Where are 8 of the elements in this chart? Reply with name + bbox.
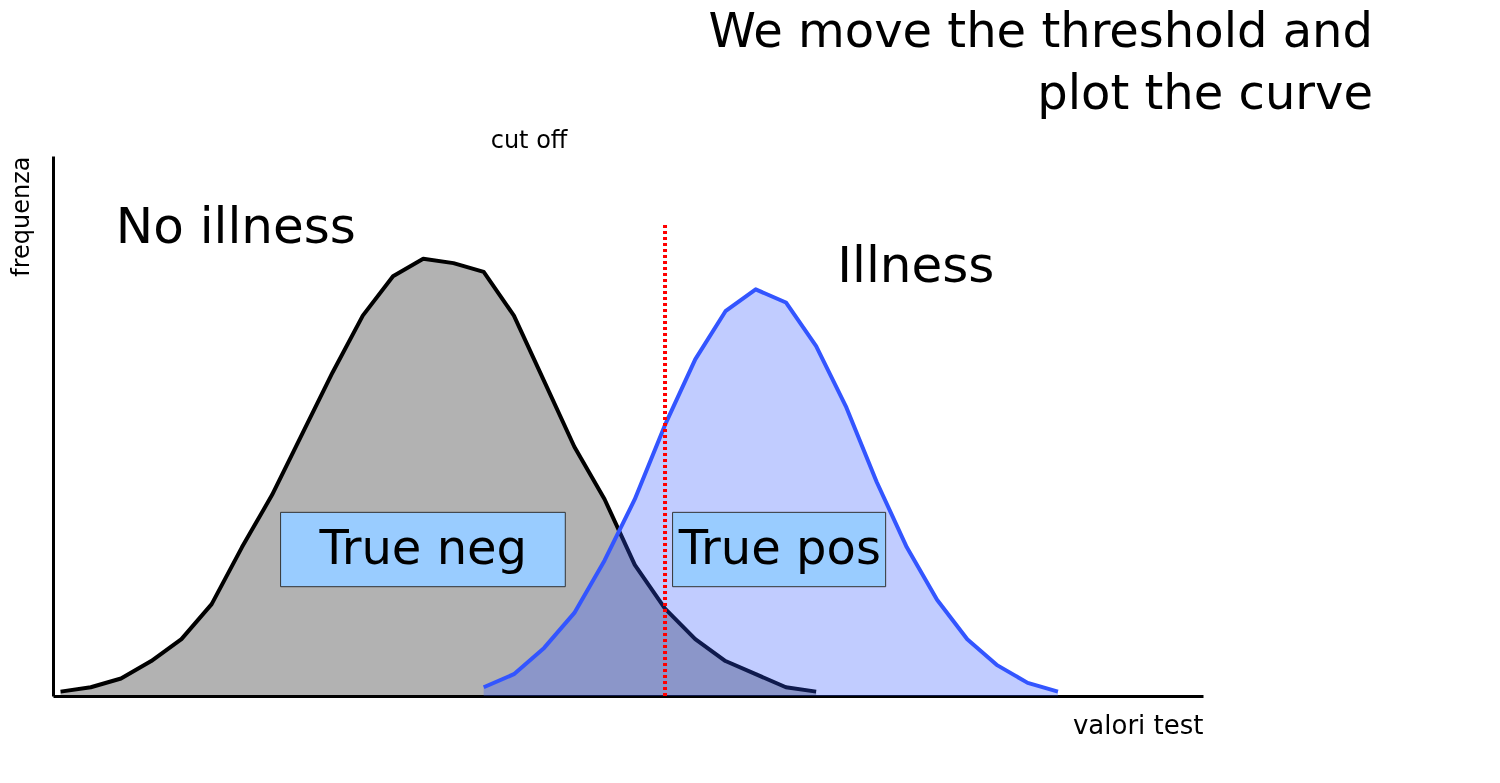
chart-title: We move the threshold and plot the curve bbox=[708, 1, 1373, 120]
annotation: True pos bbox=[677, 518, 881, 575]
annotation: True neg bbox=[318, 518, 528, 575]
x-axis-title: valori test bbox=[1072, 709, 1204, 740]
series-label: No illness bbox=[115, 197, 356, 256]
text: cut off bbox=[490, 125, 568, 154]
y-axis-title: frequenza bbox=[6, 156, 35, 277]
series-label: Illness bbox=[837, 236, 995, 295]
